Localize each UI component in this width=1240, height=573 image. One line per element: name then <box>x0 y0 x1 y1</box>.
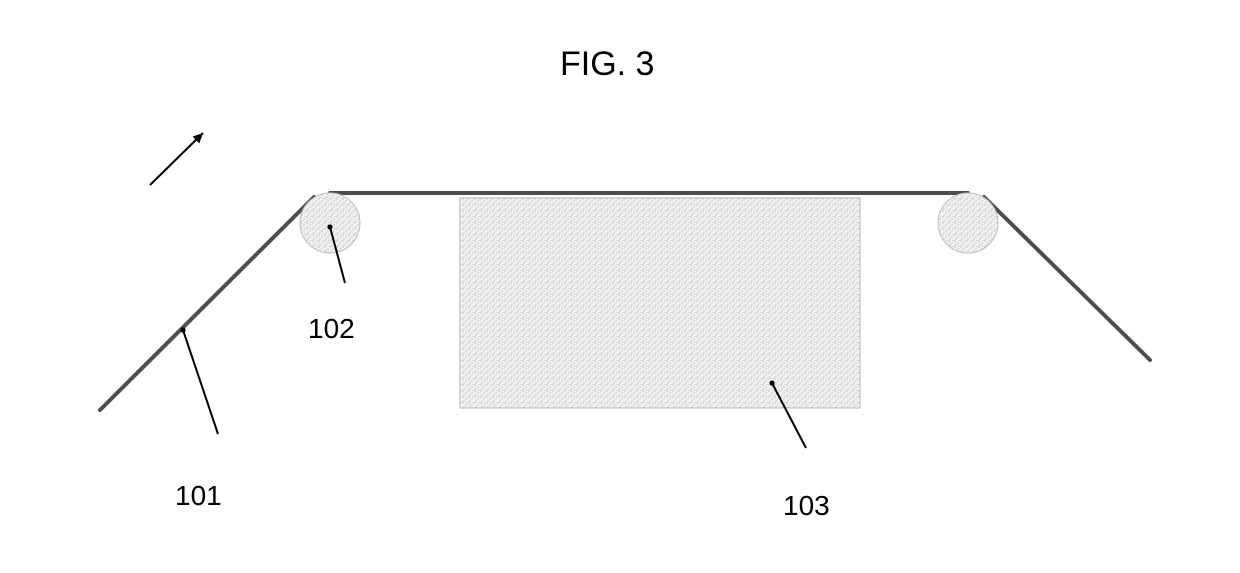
vessel <box>460 198 860 408</box>
callout-dot <box>180 327 185 332</box>
roller-left <box>300 193 360 253</box>
callout-label: 102 <box>308 313 355 345</box>
callout-dot <box>327 224 332 229</box>
callout-dot <box>769 380 774 385</box>
belt-segment <box>100 197 314 410</box>
figure-canvas: FIG. 3 102101103 <box>0 0 1240 573</box>
belt-segment <box>984 197 1150 360</box>
roller-right <box>938 193 998 253</box>
direction-arrow-shaft <box>150 133 203 185</box>
callout-leader <box>183 330 218 434</box>
callout-label: 101 <box>175 480 222 512</box>
callout-label: 103 <box>783 490 830 522</box>
